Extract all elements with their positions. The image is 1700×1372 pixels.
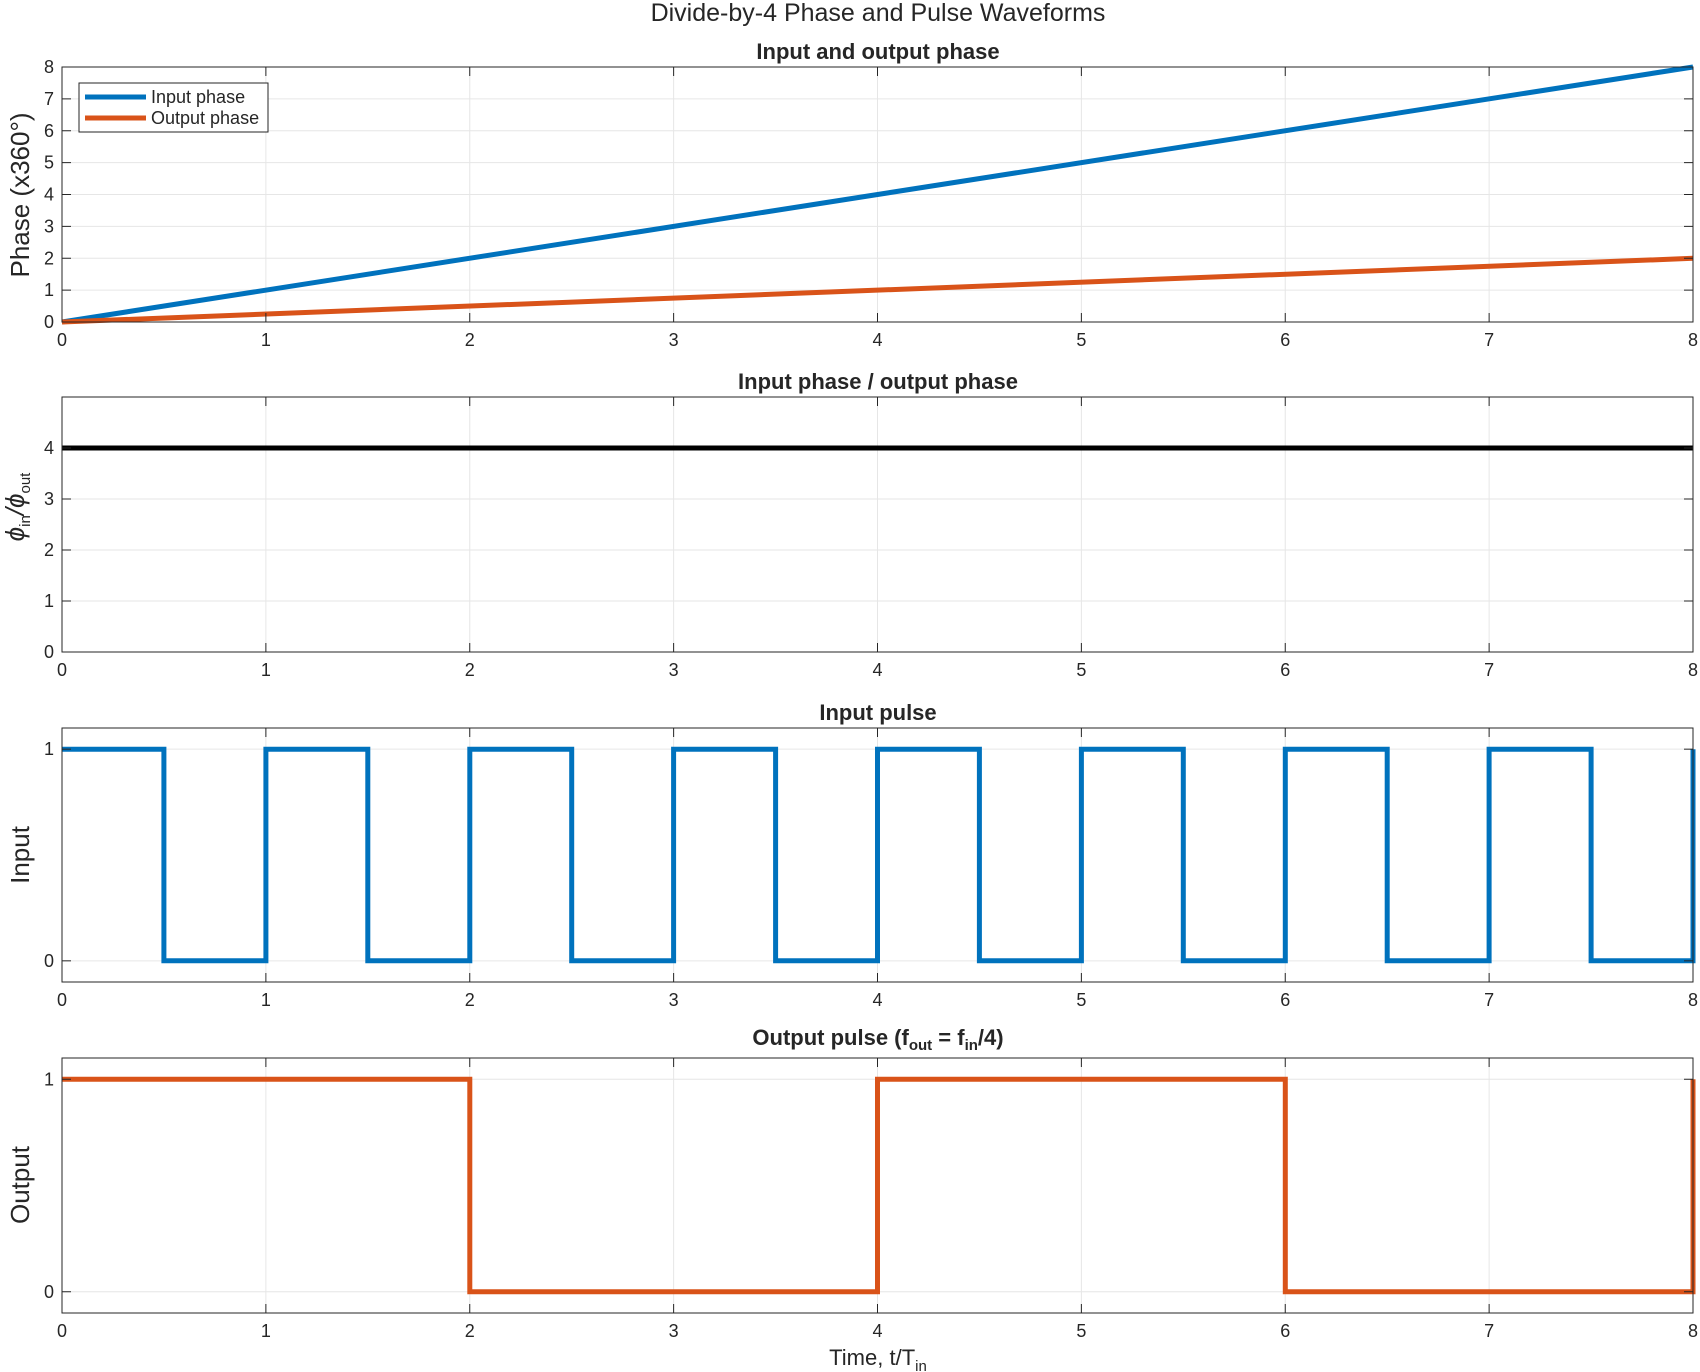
y-tick-label: 0 xyxy=(44,642,54,662)
output-pulse-panel-xlabel: Time, t/Tin xyxy=(829,1345,927,1372)
x-tick-label: 1 xyxy=(261,990,271,1010)
x-tick-label: 6 xyxy=(1280,1321,1290,1341)
input-phase-line xyxy=(61,64,1694,325)
x-tick-label: 0 xyxy=(57,330,67,350)
output-pulse-panel-ylabel: Output xyxy=(5,1145,35,1224)
x-tick-label: 4 xyxy=(872,660,882,680)
legend-label: Input phase xyxy=(151,87,245,107)
x-tick-label: 7 xyxy=(1484,330,1494,350)
x-tick-label: 2 xyxy=(465,660,475,680)
y-tick-label: 4 xyxy=(44,438,54,458)
phase-panel-title: Input and output phase xyxy=(756,39,999,64)
x-tick-label: 5 xyxy=(1076,660,1086,680)
ratio-panel-title: Input phase / output phase xyxy=(738,369,1018,394)
x-tick-label: 3 xyxy=(669,660,679,680)
ylabel-sub-out: out xyxy=(17,472,34,494)
input-pulse-panel-title: Input pulse xyxy=(819,700,936,725)
ylabel-phi-in: ϕ xyxy=(0,527,30,541)
output-title-sub-out: out xyxy=(909,1037,932,1054)
ylabel-phi-out: /ϕ xyxy=(0,494,30,518)
y-tick-label: 2 xyxy=(44,540,54,560)
y-tick-label: 0 xyxy=(44,1282,54,1302)
y-tick-label: 4 xyxy=(44,185,54,205)
output-title-mid: = f xyxy=(932,1025,965,1050)
ylabel-sub-in: in xyxy=(17,515,34,527)
phase-panel-ylabel: Phase (x360°) xyxy=(5,112,35,277)
legend-label: Output phase xyxy=(151,108,259,128)
x-tick-label: 1 xyxy=(261,330,271,350)
y-tick-label: 3 xyxy=(44,489,54,509)
y-tick-label: 5 xyxy=(44,153,54,173)
x-tick-label: 6 xyxy=(1280,990,1290,1010)
x-tick-label: 5 xyxy=(1076,1321,1086,1341)
x-tick-label: 2 xyxy=(465,330,475,350)
output-pulse-panel-title: Output pulse (fout = fin/4) xyxy=(752,1025,1003,1054)
x-tick-label: 8 xyxy=(1688,1321,1698,1341)
x-tick-label: 4 xyxy=(872,330,882,350)
x-tick-label: 5 xyxy=(1076,990,1086,1010)
xlabel-pre: Time, t/T xyxy=(829,1345,915,1370)
y-tick-label: 6 xyxy=(44,121,54,141)
output-title-pre: Output pulse (f xyxy=(752,1025,909,1050)
x-tick-label: 1 xyxy=(261,1321,271,1341)
x-tick-label: 7 xyxy=(1484,990,1494,1010)
x-tick-label: 0 xyxy=(57,1321,67,1341)
x-tick-label: 0 xyxy=(57,660,67,680)
x-tick-label: 0 xyxy=(57,990,67,1010)
x-tick-label: 8 xyxy=(1688,660,1698,680)
x-tick-label: 4 xyxy=(872,1321,882,1341)
xlabel-sub: in xyxy=(915,1358,927,1372)
y-tick-label: 0 xyxy=(44,951,54,971)
x-tick-label: 3 xyxy=(669,1321,679,1341)
ratio-panel-ylabel: ϕin/ϕout xyxy=(0,472,34,542)
x-tick-label: 8 xyxy=(1688,990,1698,1010)
y-tick-label: 3 xyxy=(44,216,54,236)
x-tick-label: 4 xyxy=(872,990,882,1010)
x-tick-label: 2 xyxy=(465,1321,475,1341)
x-tick-label: 5 xyxy=(1076,330,1086,350)
input-pulse-line xyxy=(62,746,1696,964)
output-title-post: /4) xyxy=(978,1025,1004,1050)
x-tick-label: 8 xyxy=(1688,330,1698,350)
input-pulse-panel-ylabel: Input xyxy=(5,825,35,884)
y-tick-label: 1 xyxy=(44,591,54,611)
y-tick-label: 1 xyxy=(44,280,54,300)
input-pulse-panel: 0 1 2 3 4 5 6 7 8 0 1 Input pulse Input xyxy=(5,700,1698,1010)
x-tick-label: 6 xyxy=(1280,660,1290,680)
y-tick-label: 7 xyxy=(44,89,54,109)
y-tick-label: 8 xyxy=(44,57,54,77)
ratio-panel: 0 1 2 3 4 5 6 7 8 0 1 2 3 4 Input phase / output phase… xyxy=(0,369,1698,680)
output-phase-line xyxy=(61,255,1694,325)
x-tick-label: 7 xyxy=(1484,1321,1494,1341)
x-tick-label: 7 xyxy=(1484,660,1494,680)
y-tick-label: 1 xyxy=(44,1069,54,1089)
legend-box xyxy=(78,82,269,133)
output-pulse-line xyxy=(62,1076,1696,1295)
x-tick-label: 1 xyxy=(261,660,271,680)
x-tick-label: 3 xyxy=(669,990,679,1010)
y-tick-label: 0 xyxy=(44,312,54,332)
y-tick-label: 2 xyxy=(44,248,54,268)
x-tick-label: 6 xyxy=(1280,330,1290,350)
figure-title: Divide-by-4 Phase and Pulse Waveforms xyxy=(651,0,1106,27)
x-tick-label: 2 xyxy=(465,990,475,1010)
x-tick-label: 3 xyxy=(669,330,679,350)
y-tick-label: 1 xyxy=(44,739,54,759)
output-title-sub-in: in xyxy=(965,1037,978,1054)
